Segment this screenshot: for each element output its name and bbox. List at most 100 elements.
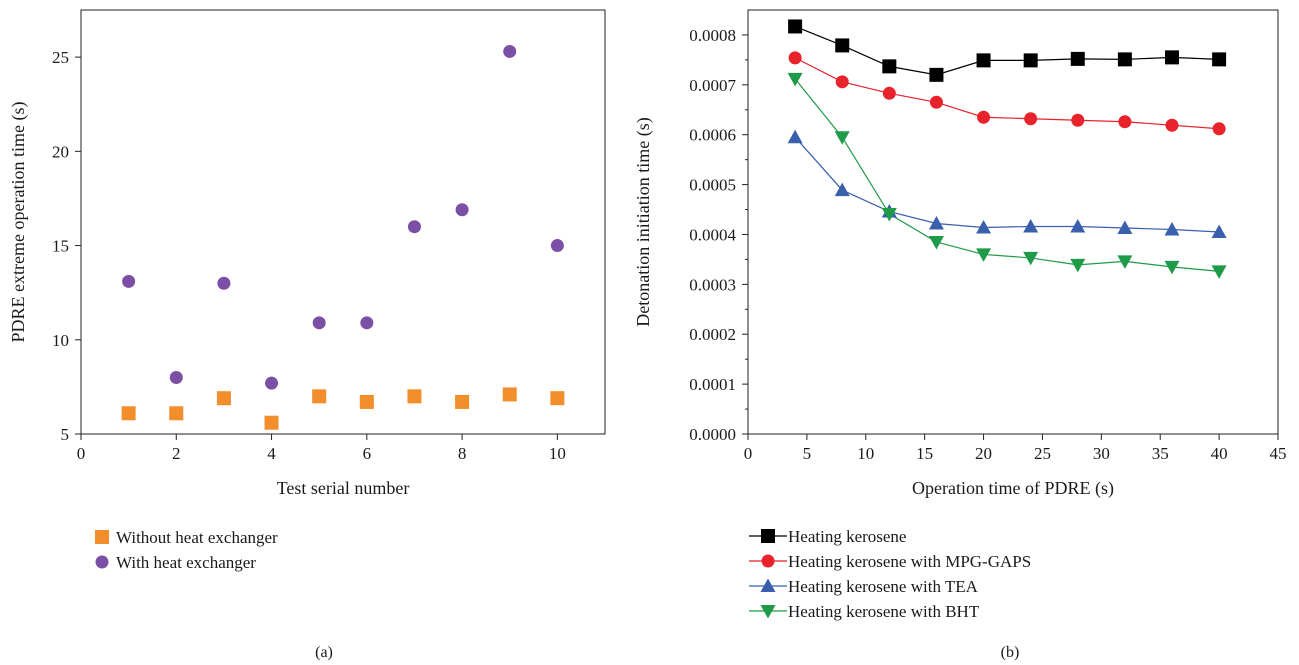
data-point-a-s0 [264,415,279,430]
legend-label-a-1: With heat exchanger [116,553,256,572]
data-point-a-s0 [169,406,184,421]
series-line-b-1 [794,57,1220,130]
legend-marker-b-2 [760,578,776,592]
y-tick-label-b: 0.0007 [689,76,736,95]
x-tick-label-a: 4 [267,444,276,463]
legend-marker-b-0 [761,529,775,543]
x-tick-label-a: 6 [363,444,372,463]
data-point-a-s0 [121,406,136,421]
data-point-b-s3 [1211,265,1227,279]
y-axis-title-a: PDRE extreme operation time (s) [8,102,29,343]
data-point-b-s2 [1023,218,1039,233]
data-point-a-s1 [312,316,326,330]
data-point-b-s3 [834,131,850,145]
data-point-b-s1 [835,75,849,89]
data-point-a-s1 [407,220,421,234]
legend-label-a-0: Without heat exchanger [116,528,278,547]
data-point-a-s0 [502,387,517,402]
legend-label-b-1: Heating kerosene with MPG-GAPS [788,552,1031,571]
data-point-b-s1 [1118,115,1132,129]
x-tick-label-b: 40 [1211,444,1228,463]
x-tick-label-b: 5 [803,444,812,463]
legend-marker-a-0 [95,530,109,544]
data-point-b-s0 [788,19,803,34]
data-point-a-s0 [359,394,374,409]
x-tick-label-b: 45 [1270,444,1287,463]
y-tick-label-b: 0.0005 [689,176,736,195]
caption-a: (a) [315,644,333,661]
series-line-b-0 [794,25,1220,76]
data-point-a-s1 [455,203,469,217]
data-point-b-s0 [1165,50,1179,65]
x-tick-label-a: 2 [172,444,181,463]
y-tick-label-b: 0.0001 [689,375,736,394]
data-marks-a [121,44,565,430]
legend-marker-b-1 [761,554,775,568]
data-point-b-s0 [1070,51,1085,66]
data-point-a-s0 [216,391,231,406]
data-point-a-s1 [122,274,136,288]
y-tick-label-a: 10 [52,331,69,350]
axis-ticks-b: 0 5 10 15 20 25 30 35 40 45 0.0000 0.0001 0.0002 0.00… [689,26,1286,463]
data-point-b-s3 [787,72,803,87]
y-tick-label-a: 5 [61,425,70,444]
data-point-a-s1 [217,276,231,290]
data-point-b-s3 [881,208,897,222]
axis-ticks-a: 0 2 4 6 8 10 5 10 15 20 25 [52,48,566,463]
data-point-b-s2 [1117,220,1133,234]
y-tick-label-b: 0.0002 [689,325,736,344]
data-point-a-s1 [169,370,183,384]
data-point-b-s1 [1024,112,1038,126]
data-point-b-s3 [928,235,944,250]
chart-panel-a: 0 2 4 6 8 10 5 10 15 20 25 Test serial number PDRE… [8,9,606,661]
x-tick-label-b: 10 [857,444,874,463]
data-point-b-s3 [976,248,992,262]
data-point-b-s1 [882,86,896,100]
data-point-b-s3 [1023,251,1039,266]
data-point-b-s1 [929,95,943,109]
data-point-a-s0 [455,394,470,409]
data-point-b-s2 [1164,221,1180,236]
data-point-b-s3 [1117,255,1133,269]
data-point-b-s3 [1070,258,1086,273]
legend-label-b-2: Heating kerosene with TEA [788,577,979,596]
data-point-b-s2 [1211,224,1227,238]
legend-label-b-0: Heating kerosene [788,527,906,546]
chart-panel-b: 0 5 10 15 20 25 30 35 40 45 0.0000 0.0001 0.0002 0.00… [633,9,1287,661]
y-tick-label-b: 0.0003 [689,275,736,294]
legend-b: Heating kerosene Heating kerosene with MP… [749,527,1031,621]
y-tick-label-b: 0.0000 [689,425,736,444]
y-axis-title-b: Detonation initiation time (s) [633,117,654,326]
x-tick-label-b: 35 [1152,444,1169,463]
series-line-b-2 [794,136,1220,233]
data-point-b-s3 [1164,260,1180,275]
data-point-b-s0 [835,38,850,53]
data-point-b-s1 [1212,122,1226,136]
data-point-b-s2 [928,215,944,230]
x-tick-label-a: 0 [77,444,86,463]
data-point-b-s1 [1071,113,1085,127]
data-point-b-s1 [788,51,802,65]
data-point-b-s2 [1070,218,1086,233]
data-point-b-s1 [977,110,991,124]
x-tick-label-a: 10 [549,444,566,463]
legend-a: Without heat exchanger With heat exchange… [95,528,278,572]
data-point-b-s0 [929,67,944,82]
plot-frame-b [747,9,1279,435]
data-point-a-s1 [265,376,279,390]
data-point-a-s1 [360,316,374,330]
y-tick-label-a: 25 [52,48,69,67]
data-point-a-s1 [503,44,517,58]
data-point-b-s0 [976,53,991,68]
data-point-b-s0 [1212,52,1227,67]
x-tick-label-b: 20 [975,444,992,463]
data-point-b-s0 [1117,52,1132,67]
data-point-b-s2 [834,182,850,197]
data-point-a-s0 [550,391,565,406]
x-tick-label-b: 0 [744,444,753,463]
x-axis-title-b: Operation time of PDRE (s) [912,478,1114,499]
data-point-a-s0 [312,389,327,404]
legend-marker-b-3 [760,605,776,619]
data-marks-b [787,19,1227,279]
